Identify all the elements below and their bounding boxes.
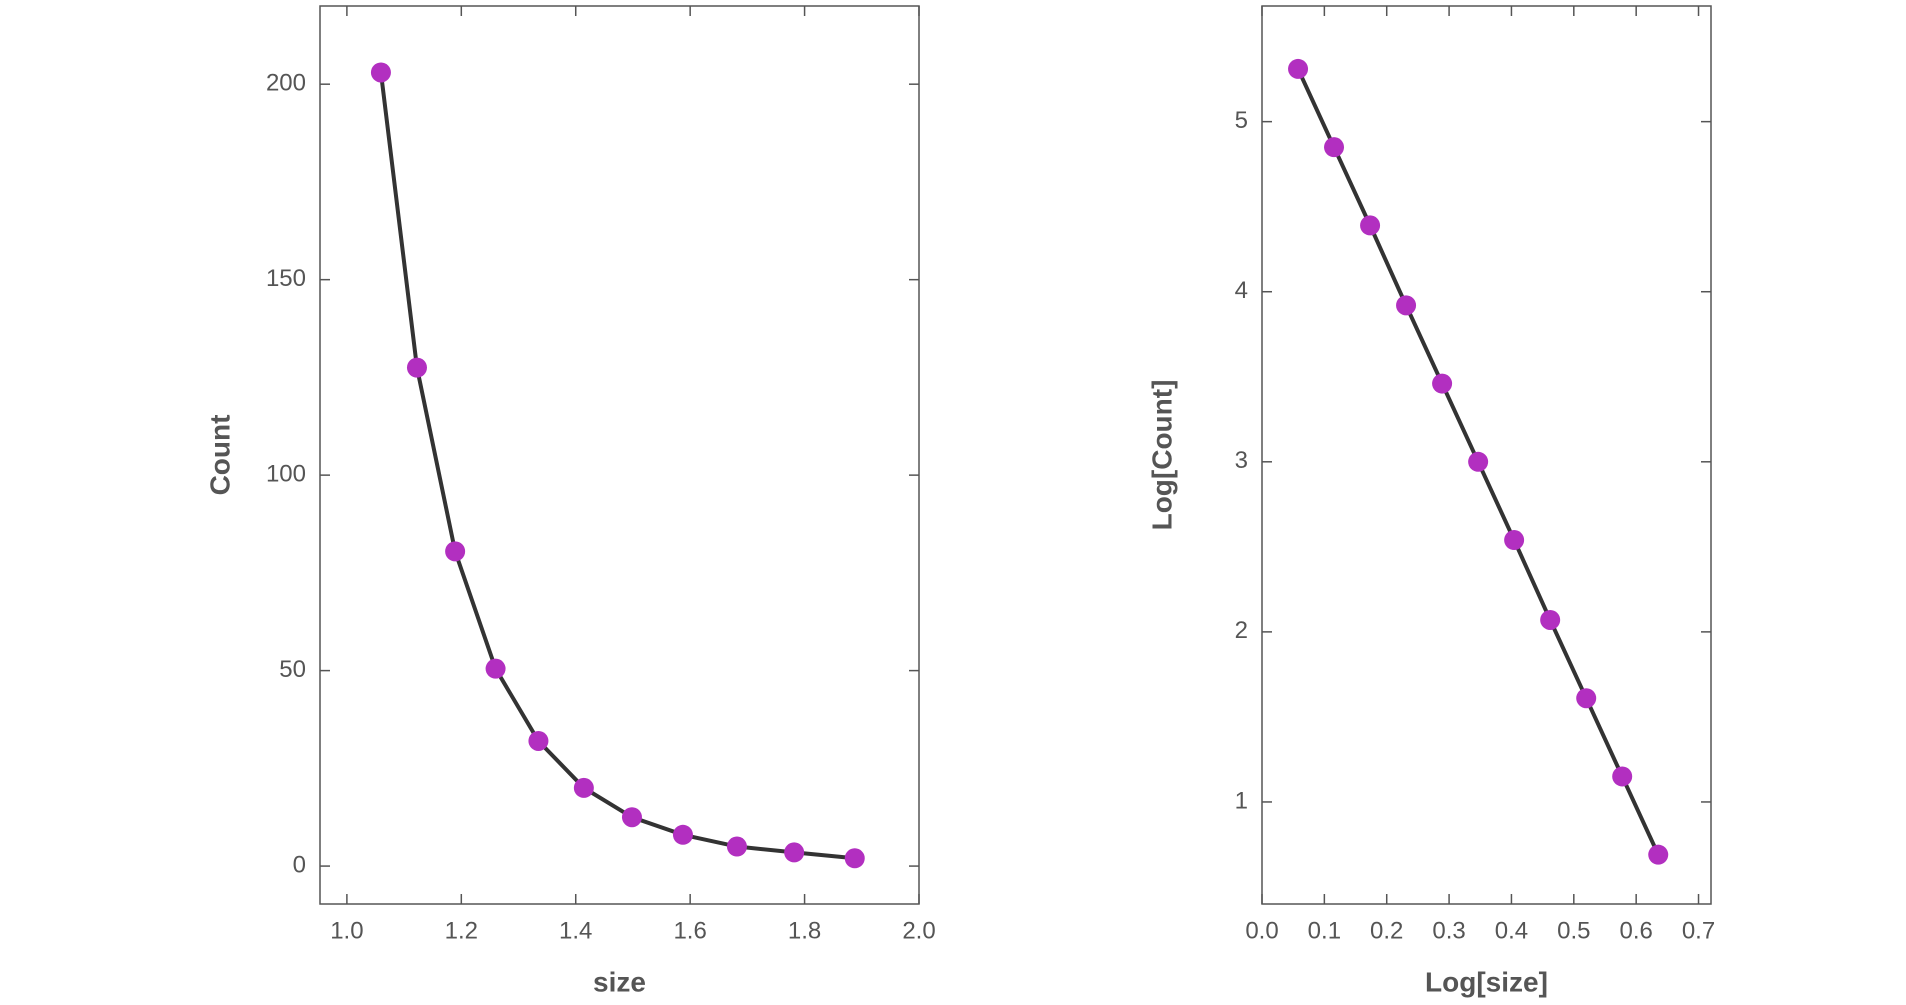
marker bbox=[1576, 688, 1597, 709]
x-tick-label: 1.0 bbox=[330, 917, 363, 944]
marker bbox=[1648, 844, 1669, 865]
y-tick-label: 5 bbox=[1235, 107, 1248, 134]
marker bbox=[573, 777, 594, 798]
y-tick-label: 3 bbox=[1235, 447, 1248, 474]
y-tick-label: 150 bbox=[266, 265, 306, 292]
marker bbox=[784, 842, 805, 863]
marker bbox=[1468, 451, 1489, 472]
x-tick-label: 0.6 bbox=[1619, 917, 1652, 944]
x-tick-label: 1.4 bbox=[559, 917, 592, 944]
marker bbox=[672, 824, 693, 845]
marker bbox=[726, 836, 747, 857]
marker bbox=[370, 62, 391, 83]
marker bbox=[1612, 766, 1633, 787]
y-tick-label: 4 bbox=[1235, 277, 1248, 304]
x-tick-label: 1.6 bbox=[673, 917, 706, 944]
marker bbox=[1396, 295, 1417, 316]
x-tick-label: 0.7 bbox=[1682, 917, 1715, 944]
x-tick-label: 2.0 bbox=[902, 917, 935, 944]
x-tick-label: 1.8 bbox=[788, 917, 821, 944]
x-tick-label: 0.1 bbox=[1308, 917, 1341, 944]
marker bbox=[1540, 609, 1561, 630]
plot-frame bbox=[1261, 5, 1712, 905]
x-tick-label: 0.3 bbox=[1432, 917, 1465, 944]
marker bbox=[1432, 373, 1453, 394]
marker bbox=[406, 357, 427, 378]
marker bbox=[1360, 215, 1381, 236]
marker bbox=[621, 807, 642, 828]
x-tick-label: 1.2 bbox=[445, 917, 478, 944]
y-tick-label: 0 bbox=[293, 851, 306, 878]
x-tick-label: 0.0 bbox=[1245, 917, 1278, 944]
marker bbox=[1504, 530, 1525, 551]
y-tick-label: 200 bbox=[266, 70, 306, 97]
y-tick-label: 1 bbox=[1235, 787, 1248, 814]
marker bbox=[1288, 58, 1309, 79]
y-tick-label: 2 bbox=[1235, 617, 1248, 644]
y-axis-label: Log[Count] bbox=[1146, 380, 1177, 531]
x-axis-label: Log[size] bbox=[1425, 966, 1548, 997]
x-tick-label: 0.5 bbox=[1557, 917, 1590, 944]
marker bbox=[445, 541, 466, 562]
x-tick-label: 0.4 bbox=[1495, 917, 1528, 944]
y-tick-label: 100 bbox=[266, 460, 306, 487]
marker bbox=[844, 848, 865, 869]
x-tick-label: 0.2 bbox=[1370, 917, 1403, 944]
x-axis-label: size bbox=[593, 966, 646, 997]
marker bbox=[528, 730, 549, 751]
marker bbox=[485, 658, 506, 679]
y-tick-label: 50 bbox=[279, 656, 306, 683]
marker bbox=[1324, 137, 1345, 158]
plot-frame bbox=[319, 5, 920, 905]
line bbox=[378, 72, 855, 861]
y-axis-label: Count bbox=[204, 415, 235, 496]
